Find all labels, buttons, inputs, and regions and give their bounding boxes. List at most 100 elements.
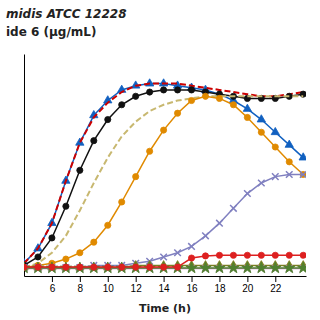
series-marker — [147, 89, 153, 95]
chart-svg: 6810121416182022midis ATCC 12228ide 6 (μ… — [0, 0, 320, 320]
series-marker — [63, 264, 70, 271]
series-marker — [161, 127, 167, 133]
series-marker — [174, 249, 181, 256]
x-tick-label: 14 — [159, 283, 171, 294]
series-marker — [49, 235, 55, 241]
series-marker — [299, 153, 306, 160]
series-marker — [49, 264, 56, 271]
series-marker — [35, 264, 42, 271]
x-tick-mark — [52, 276, 53, 282]
x-tick-mark — [219, 276, 220, 282]
series-line — [24, 96, 303, 267]
series-marker — [188, 97, 194, 103]
series-marker — [119, 199, 125, 205]
series-marker — [242, 262, 253, 273]
series — [24, 79, 306, 266]
series-marker — [133, 174, 139, 180]
series-marker — [270, 262, 281, 273]
series-marker — [63, 264, 69, 270]
x-tick-mark — [108, 276, 109, 282]
x-tick: 16 — [186, 276, 198, 294]
series-marker — [104, 263, 112, 270]
x-tick: 8 — [78, 276, 84, 294]
x-tick-label: 20 — [242, 283, 254, 294]
series-marker — [188, 243, 195, 250]
series — [24, 87, 306, 269]
x-tick: 18 — [214, 276, 226, 294]
series-marker — [91, 239, 97, 245]
series-marker — [48, 263, 56, 270]
series-marker — [159, 79, 167, 86]
x-tick-label: 8 — [78, 283, 84, 294]
y-axis-line — [24, 55, 25, 277]
series-marker — [34, 263, 42, 270]
series-marker — [118, 263, 126, 270]
series-marker — [230, 205, 237, 212]
series-marker — [160, 254, 167, 261]
series-marker — [298, 262, 306, 273]
series-marker — [300, 171, 306, 178]
x-tick-label: 18 — [214, 283, 226, 294]
x-tick-label: 12 — [131, 283, 143, 294]
series-marker — [119, 102, 125, 108]
series-marker — [230, 252, 236, 258]
series-marker — [49, 264, 55, 270]
x-axis-line — [25, 276, 307, 277]
series-marker — [35, 264, 41, 270]
series-marker — [161, 87, 167, 93]
series-marker — [272, 252, 278, 258]
series — [24, 171, 306, 271]
x-tick-mark — [247, 276, 248, 282]
series-marker — [133, 264, 139, 270]
x-axis: 6810121416182022 — [25, 276, 307, 294]
series-marker — [62, 263, 70, 270]
series-line — [24, 90, 303, 265]
series-marker — [77, 264, 84, 271]
series-marker — [216, 95, 222, 101]
series-marker — [105, 116, 111, 122]
x-tick-mark — [136, 276, 137, 282]
series-marker — [188, 255, 194, 261]
series-marker — [258, 180, 265, 187]
plot-area — [24, 79, 306, 273]
series — [24, 262, 306, 273]
series-marker — [119, 264, 125, 270]
series-marker — [258, 252, 264, 258]
x-tick-label: 10 — [103, 283, 115, 294]
series-marker — [230, 102, 236, 108]
series-marker — [147, 148, 153, 154]
series-marker — [174, 110, 180, 116]
series-marker — [258, 129, 264, 135]
x-tick: 10 — [103, 276, 115, 294]
x-tick-label: 22 — [270, 283, 282, 294]
series-marker — [271, 127, 279, 134]
series-marker — [105, 264, 111, 270]
series-marker — [216, 220, 223, 227]
series-marker — [286, 171, 293, 178]
series-marker — [174, 264, 180, 270]
series-marker — [188, 87, 194, 93]
series-marker — [285, 140, 293, 147]
x-tick: 12 — [131, 276, 143, 294]
series-marker — [91, 264, 97, 270]
series-marker — [243, 104, 251, 111]
series-marker — [244, 252, 250, 258]
series-marker — [147, 264, 153, 270]
series-marker — [76, 263, 84, 270]
series-marker — [228, 262, 239, 273]
series-marker — [174, 87, 180, 93]
title: midis ATCC 12228 — [6, 7, 127, 21]
series-marker — [244, 190, 251, 197]
series-marker — [77, 250, 83, 256]
x-tick-mark — [164, 276, 165, 282]
series-line — [24, 96, 303, 267]
series-marker — [77, 264, 83, 270]
x-tick-mark — [275, 276, 276, 282]
series-marker — [24, 264, 27, 270]
series-marker — [24, 264, 27, 270]
series-marker — [90, 263, 98, 270]
series-marker — [284, 262, 295, 273]
series-marker — [214, 262, 225, 273]
series-marker — [272, 173, 279, 180]
series — [24, 93, 306, 270]
